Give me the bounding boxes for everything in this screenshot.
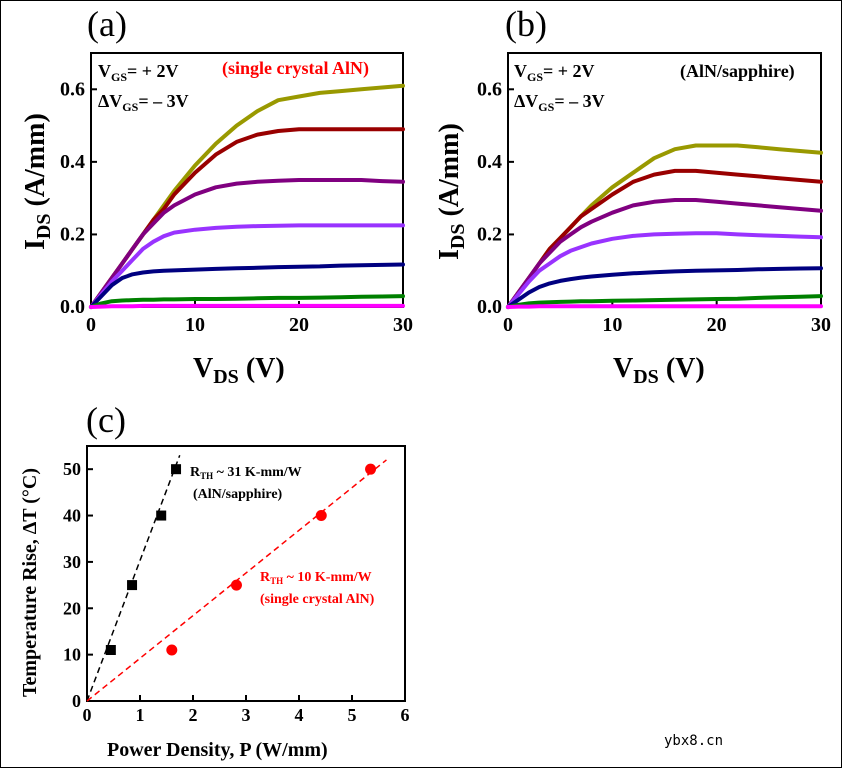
data-point xyxy=(156,510,167,521)
iv-curve xyxy=(89,127,405,309)
panel-b-y-axis-title: IDS (A/mm) xyxy=(434,123,469,260)
y-tick-label: 0 xyxy=(72,691,81,711)
panel-c-y-axis-title: Temperature Rise, ΔT (°C) xyxy=(19,468,41,697)
panel-b: (b) 0 10 20 30 0.0 0.2 0.4 0.6 VGS= + 2V ΔVGS= … xyxy=(434,4,831,388)
x-tick-label: 5 xyxy=(348,705,357,725)
panel-b-label: (b) xyxy=(505,4,547,44)
x-tick-label: 10 xyxy=(602,314,622,336)
iv-curve xyxy=(506,294,823,309)
iv-curve xyxy=(506,168,823,309)
x-tick-label: 30 xyxy=(811,314,831,336)
panel-c-label: (c) xyxy=(86,400,126,440)
y-tick-label: 0.2 xyxy=(477,223,502,245)
y-tick-label: 0.0 xyxy=(60,296,85,318)
y-tick-label: 10 xyxy=(63,645,81,665)
iv-curve xyxy=(89,178,405,309)
y-tick-label: 20 xyxy=(63,598,81,618)
panel-a-x-axis-title: VDS (V) xyxy=(193,353,285,388)
iv-curve xyxy=(89,262,405,309)
y-tick-label: 0.6 xyxy=(477,78,502,100)
iv-curve xyxy=(89,294,405,309)
linear-fit-line xyxy=(86,455,181,702)
panel-c-ticks: 0 1 2 3 4 5 6 0 10 20 30 40 50 xyxy=(63,459,410,725)
data-point xyxy=(365,463,377,475)
x-tick-label: 30 xyxy=(393,314,413,336)
panel-b-delta-vgs-label: ΔVGS= – 3V xyxy=(514,91,605,114)
y-tick-label: 40 xyxy=(63,506,81,526)
x-tick-label: 4 xyxy=(295,705,304,725)
iv-curve xyxy=(506,198,823,309)
panel-a-y-axis-title: IDS (A/mm) xyxy=(20,113,55,250)
y-tick-label: 0.2 xyxy=(60,223,85,245)
panel-c-x-axis-title: Power Density, P (W/mm) xyxy=(107,739,328,761)
x-tick-label: 0 xyxy=(86,314,96,336)
x-tick-label: 6 xyxy=(401,705,410,725)
panel-a-vgs-label: VGS= + 2V xyxy=(98,61,179,84)
iv-curve xyxy=(506,304,823,309)
watermark: ybx8.cn xyxy=(664,733,723,749)
panel-a-label: (a) xyxy=(87,4,127,44)
x-tick-label: 2 xyxy=(189,705,198,725)
x-tick-label: 10 xyxy=(185,314,205,336)
panel-b-ticks: 0 10 20 30 0.0 0.2 0.4 0.6 xyxy=(477,78,831,336)
panel-c-red-fit-label: RTH ~ 10 K-mm/W xyxy=(260,570,372,586)
panel-a-substrate-annotation: (single crystal AlN) xyxy=(222,58,369,79)
x-tick-label: 1 xyxy=(136,705,145,725)
panel-c-series xyxy=(86,455,387,702)
data-point xyxy=(230,579,242,591)
x-tick-label: 0 xyxy=(503,314,513,336)
iv-curve xyxy=(89,223,405,309)
data-point xyxy=(315,510,327,522)
panel-a: (a) 0 10 20 30 0.0 0.2 0.4 0.6 VGS= + 2V ΔVGS= … xyxy=(20,4,413,388)
iv-curve xyxy=(506,266,823,309)
panel-c-red-fit-substrate: (single crystal AlN) xyxy=(260,592,375,607)
x-tick-label: 0 xyxy=(83,705,92,725)
panel-b-vgs-label: VGS= + 2V xyxy=(514,61,595,84)
panel-b-substrate-annotation: (AlN/sapphire) xyxy=(680,61,795,82)
panel-c-black-fit-substrate: (AlN/sapphire) xyxy=(193,487,283,502)
x-tick-label: 3 xyxy=(242,705,251,725)
iv-curve xyxy=(89,303,405,309)
panel-b-x-axis-title: VDS (V) xyxy=(613,353,705,388)
y-tick-label: 0.0 xyxy=(477,296,502,318)
data-point xyxy=(166,644,178,656)
y-tick-label: 50 xyxy=(63,459,81,479)
panel-a-delta-vgs-label: ΔVGS= – 3V xyxy=(98,91,189,114)
y-tick-label: 0.4 xyxy=(477,151,502,173)
y-tick-label: 0.6 xyxy=(60,78,85,100)
y-tick-label: 0.4 xyxy=(60,151,85,173)
x-tick-label: 20 xyxy=(289,314,309,336)
panel-c: (c) 0 1 2 3 4 5 6 0 10 20 30 40 50 RTH ~ 31 K-mm/W (… xyxy=(19,400,410,761)
y-tick-label: 30 xyxy=(63,552,81,572)
data-point xyxy=(127,580,138,591)
data-point xyxy=(171,464,182,475)
data-point xyxy=(105,645,116,655)
x-tick-label: 20 xyxy=(707,314,727,336)
panel-c-black-fit-label: RTH ~ 31 K-mm/W xyxy=(190,465,302,481)
panel-a-series xyxy=(89,83,405,309)
panel-b-series xyxy=(506,143,823,309)
iv-curve xyxy=(506,231,823,309)
